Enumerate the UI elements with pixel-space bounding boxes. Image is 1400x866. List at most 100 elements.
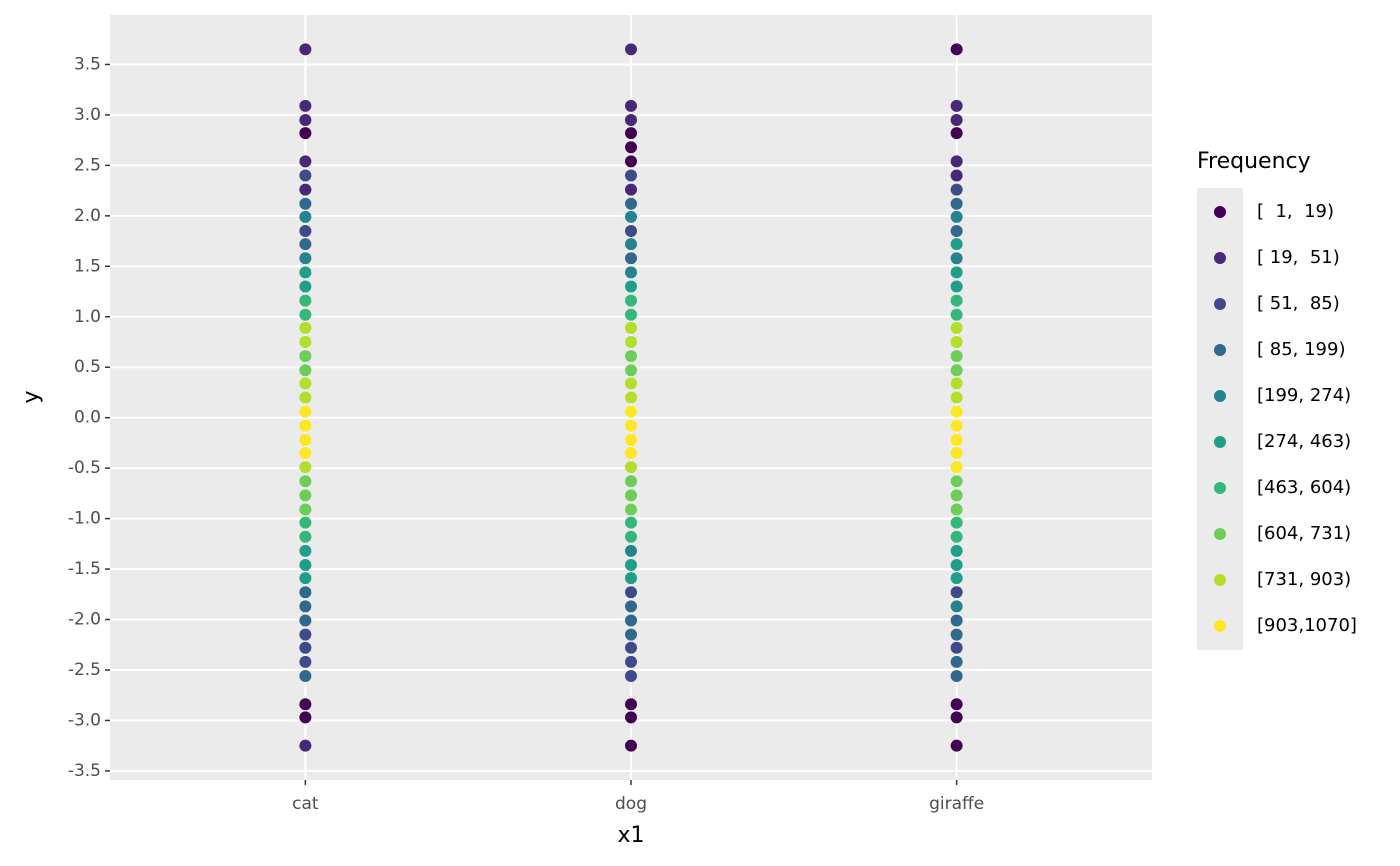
legend-label: [731, 903) xyxy=(1257,569,1351,590)
point xyxy=(299,294,312,307)
point xyxy=(299,155,312,168)
point xyxy=(299,99,312,112)
point xyxy=(950,655,963,668)
point xyxy=(299,169,312,182)
point xyxy=(625,197,637,210)
point xyxy=(950,419,963,432)
point xyxy=(625,183,637,196)
point xyxy=(299,544,312,557)
point xyxy=(299,321,312,334)
point xyxy=(950,600,963,613)
y-tick-label: 3.0 xyxy=(74,105,101,125)
point xyxy=(950,586,963,599)
point xyxy=(299,113,312,126)
point xyxy=(950,321,963,334)
point xyxy=(299,433,312,446)
point xyxy=(299,628,312,641)
y-tick-label: 1.5 xyxy=(74,256,101,276)
point xyxy=(625,655,637,668)
point xyxy=(625,391,637,404)
y-tick-label: 2.0 xyxy=(74,206,101,226)
point xyxy=(299,739,312,752)
point xyxy=(299,475,312,488)
point xyxy=(625,711,637,724)
legend-key xyxy=(1214,206,1226,218)
point xyxy=(299,391,312,404)
point xyxy=(950,224,963,237)
point xyxy=(625,224,637,237)
point xyxy=(950,711,963,724)
point xyxy=(950,614,963,627)
point xyxy=(950,127,963,140)
y-axis-title: y xyxy=(19,390,44,403)
point xyxy=(950,350,963,363)
legend-key xyxy=(1214,344,1226,356)
point xyxy=(625,99,637,112)
legend-label: [ 51, 85) xyxy=(1257,293,1340,314)
point xyxy=(625,572,637,585)
point xyxy=(625,447,637,460)
point xyxy=(625,127,637,140)
y-tick-label: 1.0 xyxy=(74,307,101,327)
point xyxy=(299,224,312,237)
legend-title: Frequency xyxy=(1197,149,1311,174)
x-tick-label: giraffe xyxy=(929,794,984,814)
y-tick-label: 2.5 xyxy=(74,155,101,175)
point xyxy=(625,544,637,557)
point xyxy=(625,489,637,502)
legend-label: [ 19, 51) xyxy=(1257,247,1340,268)
legend-key xyxy=(1214,390,1226,402)
point xyxy=(950,516,963,529)
legend-label: [903,1070] xyxy=(1257,615,1357,636)
legend-label: [ 85, 199) xyxy=(1257,339,1345,360)
point xyxy=(950,210,963,223)
point xyxy=(625,308,637,321)
point xyxy=(625,739,637,752)
point xyxy=(299,183,312,196)
point xyxy=(299,586,312,599)
legend-key xyxy=(1214,298,1226,310)
legend-label: [274, 463) xyxy=(1257,431,1351,452)
point xyxy=(950,294,963,307)
point xyxy=(625,364,637,377)
point xyxy=(950,405,963,418)
point xyxy=(299,335,312,348)
point xyxy=(950,433,963,446)
point xyxy=(950,280,963,293)
point xyxy=(950,559,963,572)
point xyxy=(625,321,637,334)
point xyxy=(299,419,312,432)
point xyxy=(950,475,963,488)
point xyxy=(625,670,637,683)
y-tick-label: 0.0 xyxy=(74,408,101,428)
legend-key xyxy=(1214,574,1226,586)
point xyxy=(950,238,963,251)
point xyxy=(950,641,963,654)
x-axis-title: x1 xyxy=(617,823,644,848)
x-tick-label: cat xyxy=(292,794,319,814)
point xyxy=(299,280,312,293)
point xyxy=(299,252,312,265)
y-tick-label: 0.5 xyxy=(74,357,101,377)
point xyxy=(950,169,963,182)
point xyxy=(299,641,312,654)
point xyxy=(950,183,963,196)
point xyxy=(625,252,637,265)
point xyxy=(625,350,637,363)
legend-key xyxy=(1214,482,1226,494)
point xyxy=(950,155,963,168)
point xyxy=(299,670,312,683)
point xyxy=(299,614,312,627)
point xyxy=(950,489,963,502)
point xyxy=(299,503,312,516)
legend-key-background xyxy=(1197,188,1243,650)
point xyxy=(950,739,963,752)
point xyxy=(299,711,312,724)
point xyxy=(625,294,637,307)
point xyxy=(299,530,312,543)
point xyxy=(625,155,637,168)
point xyxy=(625,461,637,474)
y-tick-label: -1.0 xyxy=(68,509,101,529)
point xyxy=(299,516,312,529)
y-tick-label: -1.5 xyxy=(68,559,101,579)
